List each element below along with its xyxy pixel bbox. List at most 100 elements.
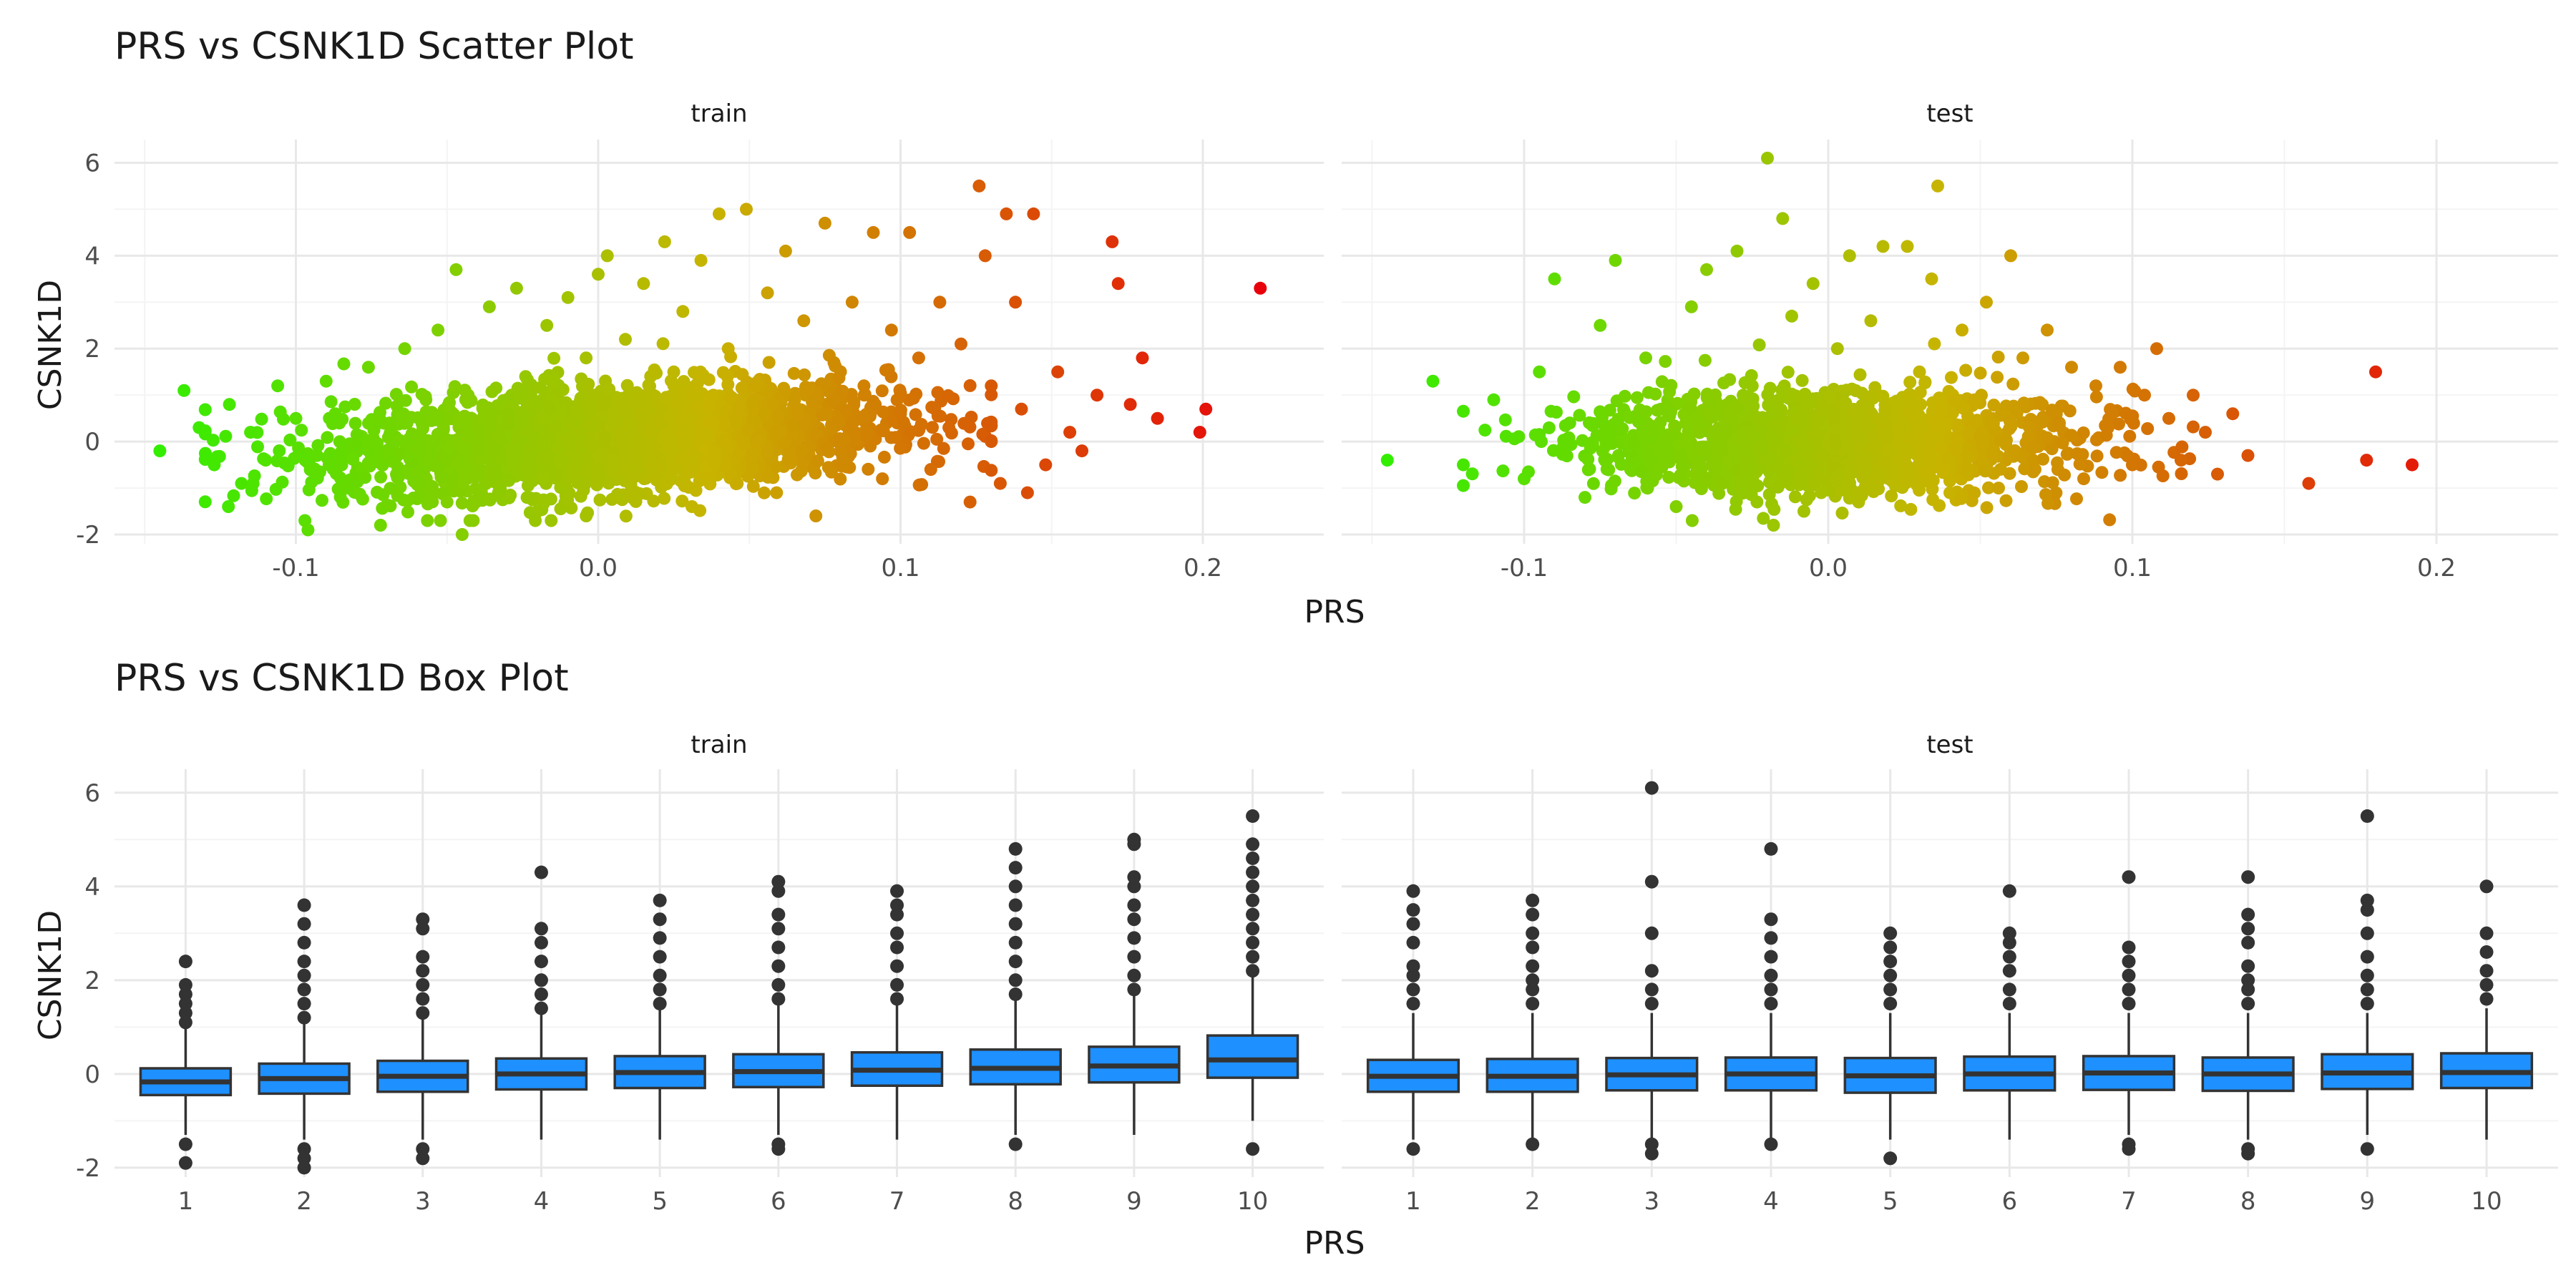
scatter-point bbox=[1926, 482, 1939, 496]
scatter-point bbox=[1380, 454, 1394, 467]
scatter-point bbox=[2156, 469, 2170, 482]
outlier-point bbox=[653, 950, 667, 964]
scatter-point bbox=[482, 300, 496, 313]
scatter-point bbox=[1913, 365, 1926, 379]
outlier-point bbox=[1764, 1137, 1778, 1151]
scatter-point bbox=[2070, 447, 2084, 460]
outlier-point bbox=[1246, 879, 1260, 894]
scatter-point bbox=[1624, 463, 1637, 477]
scatter-point bbox=[1594, 318, 1607, 332]
scatter-point bbox=[2175, 454, 2187, 467]
y-tick-label: 2 bbox=[84, 335, 100, 364]
outlier-point bbox=[2241, 1146, 2255, 1161]
box-6 bbox=[1963, 884, 2057, 1140]
scatter-point bbox=[1788, 490, 1802, 504]
scatter-point bbox=[455, 528, 469, 541]
scatter-point bbox=[1681, 429, 1694, 443]
scatter-point bbox=[1797, 504, 1810, 518]
scatter-point bbox=[769, 460, 783, 474]
outlier-point bbox=[653, 931, 667, 945]
scatter-point bbox=[1770, 418, 1784, 431]
scatter-point bbox=[2089, 379, 2102, 393]
scatter-point bbox=[582, 377, 595, 391]
scatter-point bbox=[604, 454, 618, 467]
outlier-point bbox=[771, 959, 786, 973]
box-8 bbox=[969, 841, 1062, 1151]
scatter-point bbox=[640, 392, 654, 406]
scatter-point bbox=[1586, 477, 1600, 490]
scatter-point bbox=[857, 379, 871, 393]
scatter-point bbox=[259, 454, 273, 467]
scatter-point bbox=[1802, 489, 1816, 502]
outlier-point bbox=[416, 912, 430, 927]
scatter-point bbox=[758, 406, 771, 420]
scatter-point bbox=[583, 417, 597, 431]
scatter-point bbox=[1760, 453, 1773, 467]
scatter-point bbox=[2103, 513, 2117, 527]
scatter-point bbox=[631, 435, 645, 449]
scatter-point bbox=[2070, 492, 2083, 506]
outlier-point bbox=[297, 898, 311, 912]
outlier-point bbox=[2241, 935, 2255, 950]
scatter-point bbox=[278, 457, 291, 469]
scatter-point bbox=[1824, 391, 1837, 404]
outlier-point bbox=[1644, 926, 1659, 940]
scatter-point bbox=[1943, 474, 1956, 488]
outlier-point bbox=[1008, 879, 1023, 894]
scatter-point bbox=[208, 458, 221, 472]
scatter-point bbox=[1874, 427, 1888, 441]
scatter-point bbox=[535, 460, 548, 474]
scatter-point bbox=[795, 444, 809, 457]
scatter-point bbox=[455, 474, 469, 488]
scatter-point bbox=[761, 470, 775, 484]
scatter-point bbox=[1901, 240, 1914, 253]
scatter-point bbox=[1712, 487, 1726, 500]
scatter-point bbox=[335, 453, 348, 466]
outlier-point bbox=[297, 917, 311, 931]
x-tick-label: 7 bbox=[2121, 1187, 2137, 1216]
scatter-point bbox=[2006, 377, 2020, 391]
box-2 bbox=[1485, 893, 1579, 1151]
scatter-point bbox=[1961, 451, 1975, 464]
scatter-point bbox=[1426, 374, 1440, 388]
outlier-point bbox=[1008, 935, 1023, 950]
scatter-point bbox=[356, 492, 369, 506]
scatter-point bbox=[2041, 431, 2054, 444]
scatter-point bbox=[798, 368, 811, 381]
outlier-point bbox=[1526, 973, 1540, 987]
scatter-point bbox=[592, 464, 605, 477]
outlier-point bbox=[1127, 879, 1141, 894]
scatter-point bbox=[934, 409, 947, 423]
scatter-point bbox=[244, 426, 258, 439]
scatter-point bbox=[1956, 323, 1968, 337]
scatter-point bbox=[1641, 386, 1655, 399]
outlier-point bbox=[890, 926, 904, 940]
scatter-point bbox=[717, 454, 731, 467]
scatter-point bbox=[1563, 416, 1576, 430]
scatter-point bbox=[1781, 473, 1795, 487]
outlier-point bbox=[2002, 884, 2016, 898]
scatter-point bbox=[628, 470, 641, 484]
outlier-point bbox=[1883, 1151, 1898, 1166]
outlier-point bbox=[1127, 832, 1141, 847]
scatter-point bbox=[875, 384, 889, 398]
scatter-point bbox=[492, 486, 505, 499]
scatter-point bbox=[1709, 456, 1722, 469]
scatter-point bbox=[706, 389, 720, 402]
scatter-point bbox=[827, 394, 841, 407]
scatter-point bbox=[884, 323, 898, 337]
scatter-point bbox=[1903, 376, 1917, 389]
y-tick-label: -2 bbox=[76, 1154, 100, 1183]
scatter-point bbox=[912, 351, 925, 365]
scatter-point bbox=[1852, 495, 1865, 509]
scatter-point bbox=[653, 416, 667, 430]
scatter-point bbox=[487, 442, 500, 456]
scatter-point bbox=[1767, 519, 1780, 532]
scatter-point bbox=[1724, 413, 1737, 426]
scatter-point bbox=[955, 337, 967, 351]
scatter-point bbox=[2089, 390, 2103, 404]
scatter-point bbox=[2065, 429, 2079, 442]
scatter-point bbox=[1818, 407, 1832, 421]
scatter-point bbox=[667, 379, 680, 392]
scatter-point bbox=[1948, 394, 1961, 407]
